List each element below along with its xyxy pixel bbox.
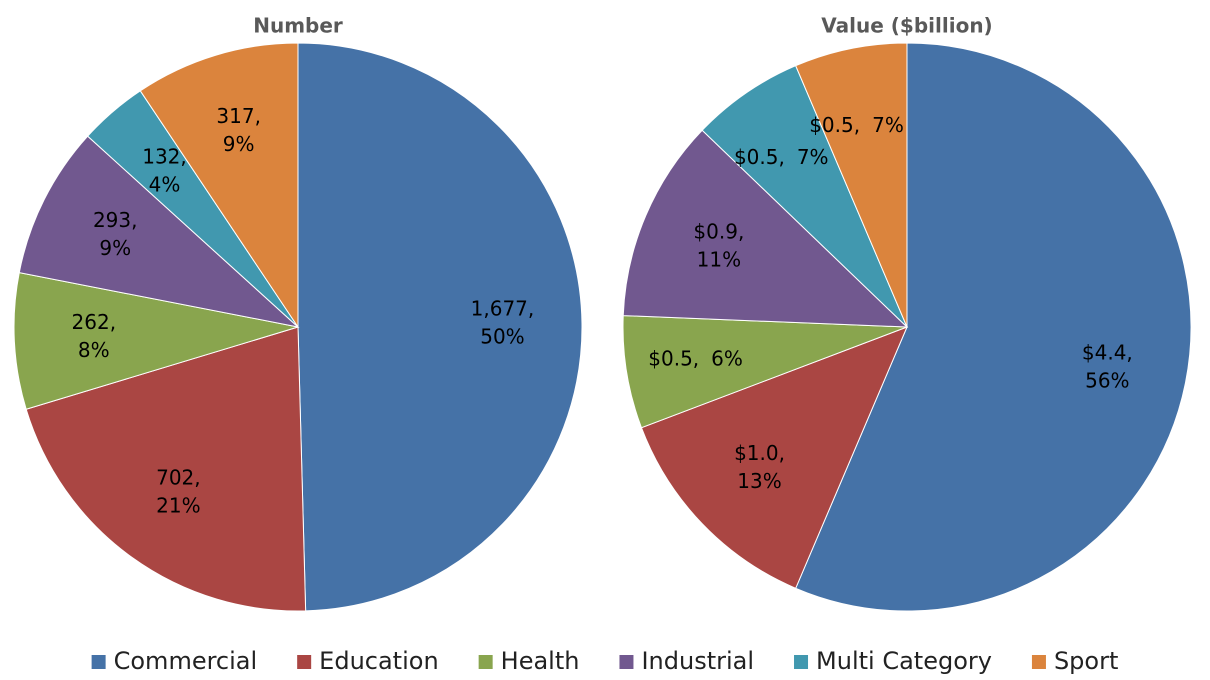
- data-label: $0.9,: [693, 219, 744, 243]
- data-label-percent: 7%: [797, 145, 829, 169]
- pie-slice: [18, 135, 300, 328]
- data-label: 293,: [93, 208, 138, 232]
- data-label-percent: 21%: [156, 493, 200, 517]
- data-label-percent: 8%: [78, 338, 110, 362]
- legend-marker: [619, 655, 634, 669]
- data-label-percent: 9%: [223, 132, 255, 156]
- pie-slice: [25, 326, 307, 612]
- pie-slice: [795, 42, 908, 328]
- data-label-percent: 13%: [737, 469, 781, 493]
- data-label: $0.5,: [648, 346, 699, 370]
- legend: Commercial Education Health Industrial Multi…: [91, 647, 1118, 675]
- chart-title: Number: [253, 14, 343, 38]
- data-label-percent: 6%: [711, 346, 743, 370]
- legend-label: Industrial: [641, 647, 754, 675]
- legend-marker: [794, 655, 809, 669]
- data-label: $4.4,: [1082, 340, 1133, 364]
- pie-slice: [297, 42, 583, 612]
- data-label: 702,: [156, 465, 201, 489]
- data-label: 1,677,: [471, 297, 535, 321]
- legend-label: Sport: [1054, 647, 1118, 675]
- data-label-percent: 4%: [149, 173, 181, 197]
- chart-title: Value ($billion): [821, 14, 992, 38]
- data-label-percent: 50%: [480, 325, 524, 349]
- data-label-percent: 56%: [1085, 368, 1129, 392]
- data-label-percent: 9%: [99, 236, 131, 260]
- pie-slice: [13, 272, 299, 410]
- data-label-percent: 7%: [872, 113, 904, 137]
- legend-marker: [91, 655, 106, 669]
- pie-slice: [701, 65, 908, 328]
- data-label: $0.5,: [809, 113, 860, 137]
- data-label: 132,: [142, 145, 187, 169]
- data-label-percent: 11%: [697, 247, 741, 271]
- legend-marker: [297, 655, 312, 669]
- data-label: 262,: [72, 310, 117, 334]
- legend-label: Health: [501, 647, 580, 675]
- pie-slice: [622, 315, 908, 429]
- data-label: $0.5,: [734, 145, 785, 169]
- pie-slice: [795, 42, 1192, 612]
- legend-marker: [478, 655, 493, 669]
- legend-label: Commercial: [114, 647, 258, 675]
- legend-label: Education: [319, 647, 438, 675]
- legend-marker: [1031, 655, 1046, 669]
- legend-label: Multi Category: [816, 647, 992, 675]
- pie-slice: [139, 42, 299, 329]
- pie-slice: [622, 129, 909, 328]
- data-label: $1.0,: [734, 441, 785, 465]
- pie-slice: [640, 326, 908, 589]
- data-label: 317,: [216, 104, 261, 128]
